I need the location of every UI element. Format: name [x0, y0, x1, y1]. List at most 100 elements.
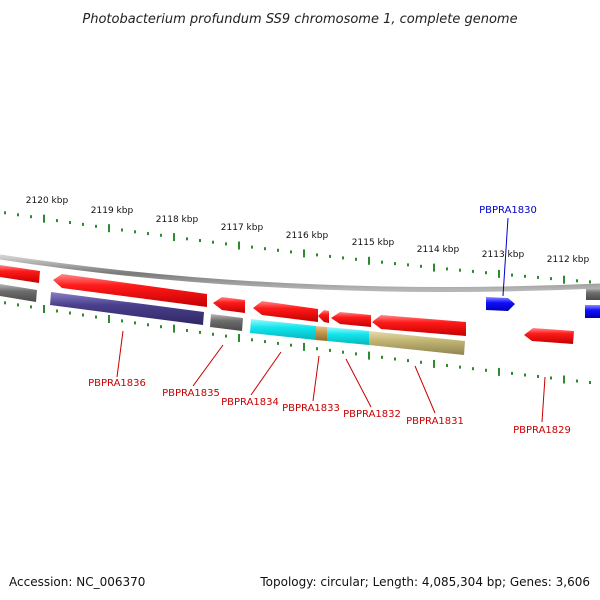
- outer-minor-tick: [420, 264, 422, 268]
- inner-minor-tick: [30, 305, 32, 309]
- gene-label-PBPRA1832[interactable]: PBPRA1832: [343, 409, 401, 420]
- inner-major-tick: [238, 334, 240, 342]
- inner-major-tick: [433, 359, 435, 368]
- tick-label-2120: 2120 kbp: [26, 196, 69, 206]
- leader-line-PBPRA1833: [312, 355, 320, 402]
- inner-minor-tick: [95, 315, 97, 319]
- feature-inner-blue-edge[interactable]: [585, 305, 600, 318]
- gene-label-PBPRA1836[interactable]: PBPRA1836: [88, 378, 146, 389]
- outer-minor-tick: [485, 271, 487, 275]
- inner-minor-tick: [225, 334, 227, 338]
- inner-minor-tick: [4, 301, 6, 305]
- outer-minor-tick: [381, 260, 383, 264]
- feature-inner-orange-PBPRA1833[interactable]: [316, 326, 327, 341]
- inner-minor-tick: [69, 311, 71, 315]
- feature-outer-red-7[interactable]: [372, 315, 466, 336]
- feature-outer-blue-PBPRA1830[interactable]: [486, 297, 515, 311]
- inner-minor-tick: [251, 338, 253, 342]
- outer-major-tick: [108, 224, 110, 233]
- outer-minor-tick: [342, 256, 344, 260]
- inner-minor-tick: [147, 323, 149, 327]
- feature-outer-red-1[interactable]: [0, 265, 40, 283]
- inner-minor-tick: [459, 365, 461, 369]
- inner-major-tick: [498, 367, 500, 376]
- outer-minor-tick: [264, 247, 266, 251]
- gene-label-PBPRA1829[interactable]: PBPRA1829: [513, 425, 571, 436]
- feature-inner-red-PBPRA1829[interactable]: [524, 328, 574, 344]
- chromosome-backbone: [0, 254, 600, 292]
- feature-outer-red-3[interactable]: [213, 297, 245, 313]
- outer-minor-tick: [147, 232, 149, 236]
- outer-minor-tick: [251, 245, 253, 249]
- outer-minor-tick: [446, 267, 448, 271]
- inner-minor-tick: [524, 373, 526, 377]
- outer-minor-tick: [4, 211, 6, 215]
- gene-label-PBPRA1830[interactable]: PBPRA1830: [479, 205, 537, 216]
- tick-label-2115: 2115 kbp: [352, 238, 395, 248]
- outer-minor-tick: [511, 273, 513, 277]
- feature-outer-red-5[interactable]: [318, 310, 329, 323]
- feature-outer-grey-edge[interactable]: [586, 288, 600, 300]
- inner-minor-tick: [394, 357, 396, 361]
- feature-inner-cyan-PBPRA1832[interactable]: [327, 327, 369, 345]
- feature-inner-cyan-PBPRA1834[interactable]: [250, 319, 316, 340]
- feature-inner-grey-PBPRA1835[interactable]: [210, 314, 243, 331]
- leader-lines: [116, 217, 546, 423]
- inner-minor-tick: [212, 332, 214, 336]
- inner-minor-tick: [589, 381, 591, 384]
- inner-major-tick: [108, 315, 110, 323]
- inner-major-tick: [173, 324, 175, 333]
- outer-minor-tick: [17, 213, 19, 217]
- gene-label-PBPRA1835[interactable]: PBPRA1835: [162, 388, 220, 399]
- leader-line-PBPRA1835: [192, 344, 224, 387]
- inner-minor-tick: [17, 303, 19, 307]
- outer-minor-tick: [524, 274, 526, 278]
- outer-minor-tick: [329, 254, 331, 258]
- inner-major-tick: [43, 305, 45, 313]
- inner-minor-tick: [576, 379, 578, 383]
- genome-summary-text: Topology: circular; Length: 4,085,304 bp…: [259, 575, 590, 589]
- inner-minor-tick: [446, 364, 448, 367]
- feature-inner-olive-PBPRA1831[interactable]: [369, 331, 465, 355]
- inner-minor-tick: [537, 375, 539, 378]
- tick-label-2118: 2118 kbp: [156, 215, 199, 225]
- outer-minor-tick: [212, 240, 214, 244]
- feature-outer-red-6[interactable]: [331, 312, 371, 327]
- outer-minor-tick: [277, 248, 279, 252]
- outer-minor-tick: [186, 237, 188, 241]
- leader-line-PBPRA1834: [250, 351, 282, 396]
- outer-minor-tick: [394, 262, 396, 266]
- feature-outer-red-2[interactable]: [53, 274, 207, 307]
- inner-major-tick: [368, 351, 370, 360]
- inner-minor-tick: [134, 321, 136, 325]
- feature-outer-red-4[interactable]: [253, 301, 318, 322]
- outer-minor-tick: [30, 215, 32, 219]
- outer-major-tick: [563, 275, 565, 284]
- map-title: Photobacterium profundum SS9 chromosome …: [82, 12, 517, 27]
- outer-minor-tick: [225, 242, 227, 246]
- leader-line-PBPRA1829: [541, 376, 546, 423]
- feature-inner-grey-1[interactable]: [0, 284, 37, 302]
- gene-label-PBPRA1831[interactable]: PBPRA1831: [406, 416, 464, 427]
- inner-minor-tick: [342, 350, 344, 354]
- outer-minor-tick: [134, 230, 136, 234]
- inner-major-tick: [563, 375, 565, 384]
- gene-label-PBPRA1833[interactable]: PBPRA1833: [282, 403, 340, 414]
- inner-minor-tick: [420, 360, 422, 364]
- feature-inner-navy-PBPRA1836[interactable]: [50, 292, 204, 325]
- outer-minor-tick: [69, 221, 71, 224]
- outer-minor-tick: [355, 257, 357, 261]
- outer-minor-tick: [199, 239, 201, 242]
- outer-major-tick: [368, 256, 370, 265]
- inner-minor-tick: [329, 348, 331, 352]
- inner-minor-tick: [121, 319, 123, 323]
- outer-minor-tick: [56, 219, 58, 223]
- gene-label-PBPRA1834[interactable]: PBPRA1834: [221, 397, 279, 408]
- outer-minor-tick: [576, 279, 578, 283]
- inner-major-tick: [303, 342, 305, 351]
- tick-label-2116: 2116 kbp: [286, 231, 329, 241]
- leader-line-PBPRA1832: [345, 358, 372, 408]
- inner-minor-tick: [381, 355, 383, 359]
- inner-minor-tick: [407, 359, 409, 363]
